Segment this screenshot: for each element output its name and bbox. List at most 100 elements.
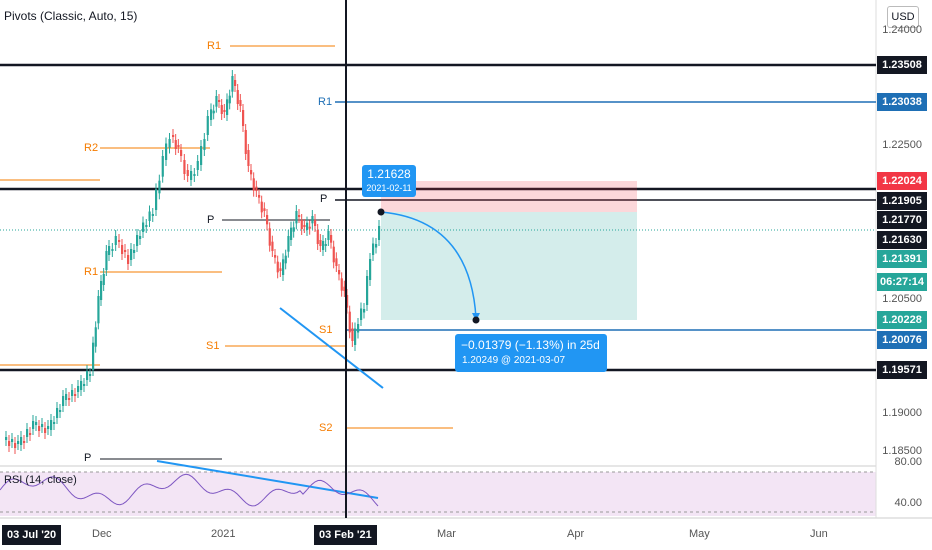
target-zone[interactable] [381,212,637,320]
candle-body [295,211,298,224]
candle-body [14,443,17,448]
candle-body [196,161,199,170]
candle-body [174,140,177,149]
price-tag[interactable]: 1.23508 [877,56,927,74]
candle-body [20,437,23,445]
pivot-lines-orange [0,45,453,429]
candle-body [193,174,196,176]
time-tick: Mar [437,528,456,540]
candle-body [17,441,20,444]
candle-body [158,180,161,194]
price-tag[interactable]: 1.21905 [877,192,927,210]
price-tag[interactable]: 1.21630 [877,231,927,249]
candle-body [311,216,314,224]
candle-body [234,80,237,86]
pivot-label: S1 [206,340,220,352]
price-tag[interactable]: 1.20228 [877,311,927,329]
candle-body [121,245,124,254]
candle-body [130,249,133,260]
currency-button[interactable]: USD [887,6,919,28]
entry-point[interactable] [377,208,385,216]
candle-body [284,255,287,264]
stop-zone[interactable] [381,181,637,212]
time-tag: 03 Jul '20 [2,525,62,545]
candle-body [89,374,92,376]
trend-line-rsi[interactable] [156,460,379,499]
price-tick: 1.22500 [882,139,922,151]
candle-body [180,150,183,156]
projection-arc [380,211,477,319]
pivot-label: R1 [84,266,99,278]
candle-body [77,386,80,392]
price-tag[interactable]: 1.19571 [877,361,927,379]
price-tag[interactable]: 1.21391 [877,250,927,268]
candle-body [343,286,346,291]
trend-line-price[interactable] [279,307,384,389]
target-point[interactable] [472,316,480,324]
candle-body [53,422,56,424]
candle-body [220,105,223,114]
time-tick: May [689,528,710,540]
time-tick: Jun [810,528,828,540]
candle-body [26,429,29,437]
pivot-label: R1 [318,96,333,108]
rsi-panel [0,472,876,516]
candle-body [247,150,250,166]
candle-body [239,100,242,106]
candle-body [330,235,333,243]
candle-body [212,110,215,114]
candle-body [274,255,277,258]
candle-body [228,95,231,104]
target-change: −0.01379 (−1.13%) in 25d [461,338,600,352]
candle-body [206,116,209,135]
entry-callout[interactable]: 1.21628 2021-02-11 [362,165,416,197]
candle-body [155,189,158,210]
candle-body [287,236,290,252]
candle-body [92,342,95,370]
price-tag[interactable]: 1.23038 [877,93,927,111]
candle-body [335,258,338,266]
candle-body [41,424,44,427]
indicator-label[interactable]: Pivots (Classic, Auto, 15) [4,9,138,23]
pivot-label: P [320,193,328,205]
candle-body [372,243,375,255]
time-tick: Dec [92,528,112,540]
candle-body [276,261,279,273]
candle-body [142,222,145,232]
candle-body [172,135,175,137]
candle-body [210,109,213,120]
candle-body [108,246,111,255]
candle-body [8,441,11,446]
candle-body [266,215,269,225]
candle-body [378,226,381,240]
price-tag[interactable]: 1.22024 [877,172,927,190]
candle-body [200,146,203,165]
candle-body [97,296,100,324]
candle-body [369,259,372,280]
candle-body [263,208,266,211]
entry-date: 2021-02-11 [366,183,412,193]
candle-body [136,235,139,246]
pivot-label: P [84,452,92,464]
candle-body [226,99,229,115]
candle-body [11,439,14,442]
candle-body [47,426,50,429]
candle-body [322,241,325,250]
candle-body [324,244,327,246]
price-tag[interactable]: 1.21770 [877,211,927,229]
candle-body [354,328,357,345]
candle-body [357,324,360,333]
rsi-tick: 40.00 [894,497,922,509]
price-tag[interactable]: 1.20076 [877,331,927,349]
candle-body [244,130,247,154]
candle-body [183,160,186,174]
rsi-label[interactable]: RSI (14, close) [4,474,77,486]
candle-body [23,441,26,443]
candle-body [74,394,77,396]
target-callout[interactable]: −0.01379 (−1.13%) in 25d 1.20249 @ 2021-… [455,334,607,372]
candlesticks [5,70,381,454]
candle-body [292,227,295,232]
candle-body [100,281,103,300]
pivot-label: P [207,214,215,226]
